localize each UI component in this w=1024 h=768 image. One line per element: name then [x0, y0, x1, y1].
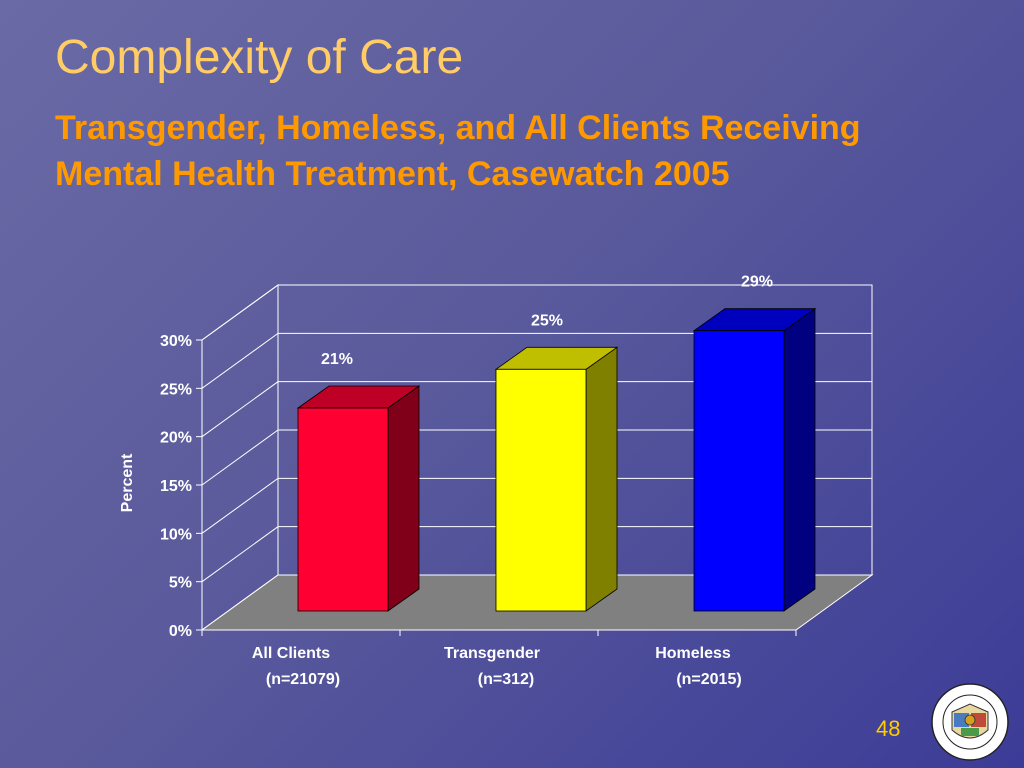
y-tick-label: 25%: [160, 381, 192, 398]
bar-side-face: [387, 385, 420, 612]
y-tick-label: 5%: [169, 575, 192, 592]
y-tick-label: 15%: [160, 478, 192, 495]
x-category-sublabel: (n=2015): [676, 671, 741, 688]
y-tick-label: 0%: [169, 623, 192, 640]
gridline: [201, 284, 872, 341]
x-category-label: Transgender: [444, 645, 540, 662]
county-of-los-angeles-seal-icon: [931, 683, 1009, 761]
x-category-label: All Clients: [252, 645, 330, 662]
data-label: 21%: [321, 351, 353, 368]
bar-transgender: [494, 346, 619, 612]
y-tick-label: 10%: [160, 526, 192, 543]
gridline: [201, 429, 872, 486]
data-label: 25%: [531, 312, 563, 329]
chart-labels: 21% All Clients (n=21079) 25% Transgender (n=…: [119, 274, 773, 688]
slide-number: 48: [876, 716, 901, 741]
slide-title: Complexity of Care: [55, 31, 464, 84]
x-category-sublabel: (n=21079): [266, 671, 340, 688]
bar-side-face: [783, 307, 816, 612]
gridline: [201, 526, 872, 583]
y-tick-label: 20%: [160, 430, 192, 447]
bar-front-face: [495, 368, 587, 612]
bar-front-face: [693, 330, 785, 612]
gridline: [201, 477, 872, 534]
data-label: 29%: [741, 274, 773, 291]
gridline: [201, 332, 872, 389]
bar-all-clients: [296, 385, 421, 612]
bar-homeless: [692, 307, 817, 612]
slide-subtitle: Transgender, Homeless, and All Clients R…: [55, 109, 861, 193]
gridline: [201, 381, 872, 438]
x-category-label: Homeless: [655, 645, 731, 662]
chart-bars: [296, 307, 817, 612]
bar-side-face: [585, 346, 618, 612]
y-axis-title: Percent: [119, 453, 136, 512]
y-tick-label: 30%: [160, 333, 192, 350]
bar-front-face: [297, 407, 389, 612]
x-category-sublabel: (n=312): [478, 671, 534, 688]
